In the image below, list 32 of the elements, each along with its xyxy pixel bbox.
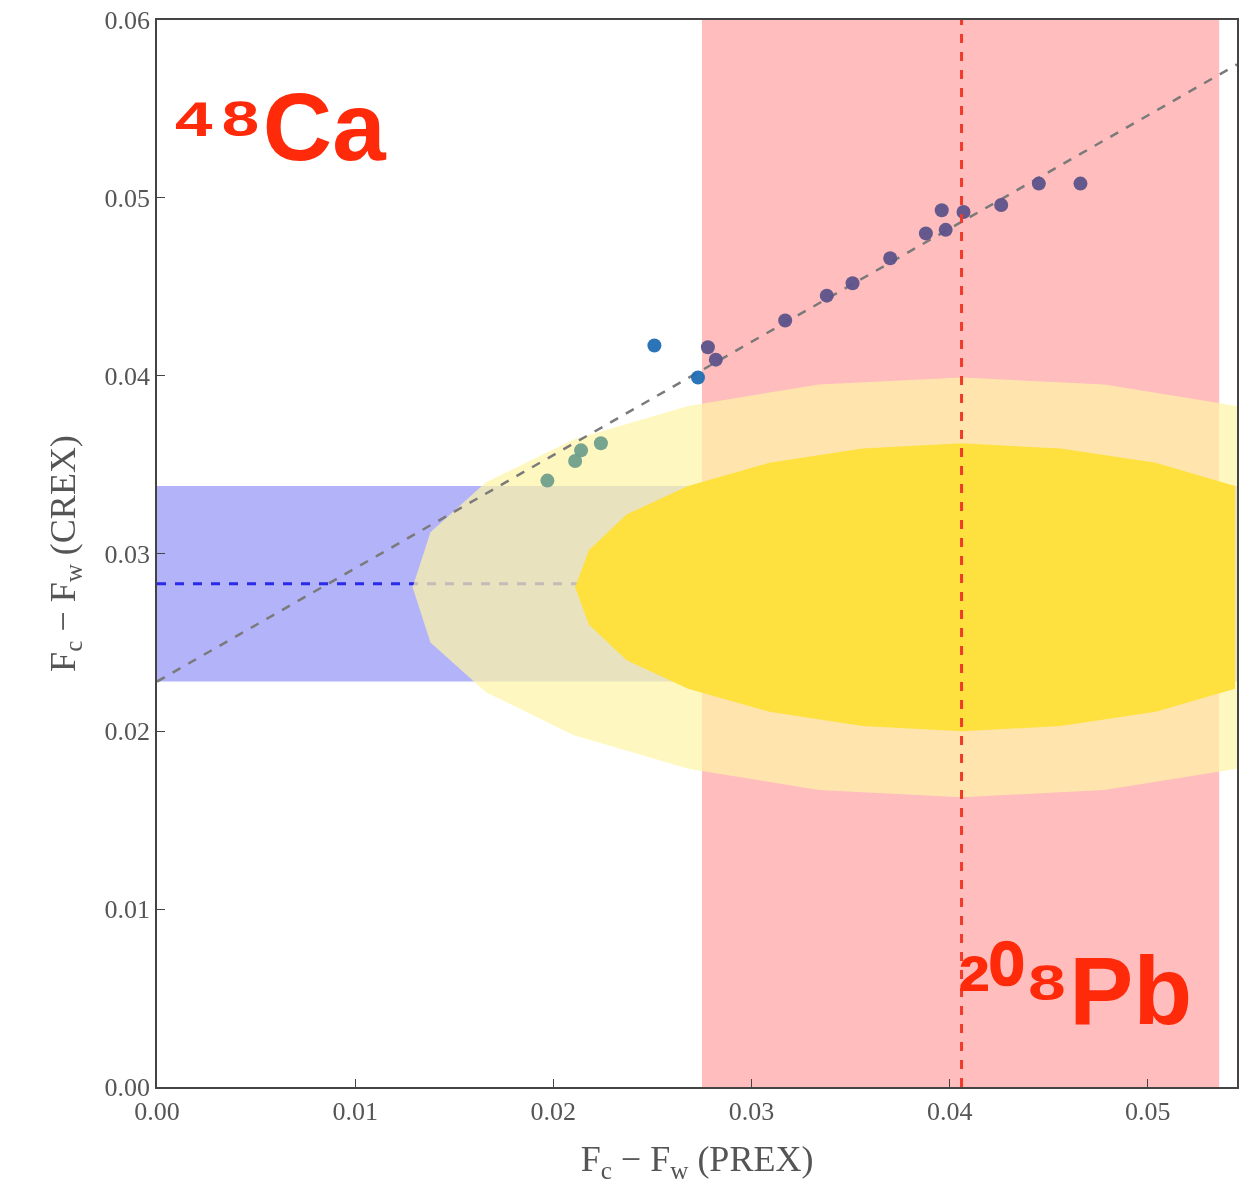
point bbox=[938, 222, 953, 237]
x-tick-label: 0.03 bbox=[728, 1096, 775, 1126]
annotation: ⁴⁸Ca bbox=[170, 73, 387, 180]
y-tick-label: 0.05 bbox=[104, 183, 151, 213]
x-tick-label: 0.02 bbox=[530, 1096, 577, 1126]
point bbox=[708, 352, 723, 367]
point bbox=[994, 197, 1009, 212]
x-axis-title: F$_{c}$ − F$_{w}$ (PREX) bbox=[580, 1139, 814, 1184]
point bbox=[934, 203, 949, 218]
point bbox=[593, 436, 608, 451]
y-tick-label: 0.04 bbox=[104, 361, 151, 391]
point bbox=[540, 473, 555, 488]
point bbox=[1073, 176, 1088, 191]
y-tick-label: 0.02 bbox=[104, 717, 151, 747]
point bbox=[918, 226, 933, 241]
y-tick-label: 0.01 bbox=[104, 895, 151, 925]
point bbox=[1031, 176, 1046, 191]
point bbox=[778, 313, 793, 328]
x-tick-label: 0.04 bbox=[926, 1096, 973, 1126]
point bbox=[700, 340, 715, 355]
point bbox=[647, 338, 662, 353]
point bbox=[574, 443, 589, 458]
y-tick-label: 0.06 bbox=[104, 6, 151, 36]
point bbox=[691, 370, 705, 385]
point bbox=[819, 288, 834, 303]
annotation: ²⁰⁸Pb bbox=[958, 937, 1193, 1044]
point bbox=[883, 251, 898, 266]
point bbox=[568, 454, 583, 469]
point bbox=[845, 276, 860, 291]
y-tick-label: 0.03 bbox=[104, 539, 151, 569]
x-tick-label: 0.01 bbox=[332, 1096, 378, 1126]
x-tick-label: 0.05 bbox=[1125, 1096, 1171, 1126]
